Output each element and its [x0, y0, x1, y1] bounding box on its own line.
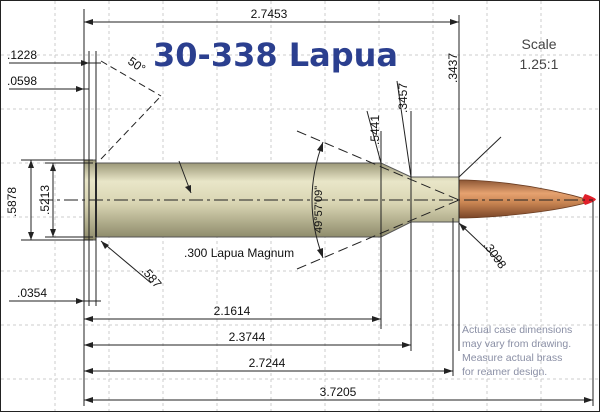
- dim-neck-dia-outer: .3457: [396, 83, 410, 113]
- arrowheads: [28, 19, 593, 403]
- dim-case-length: 2.7244: [249, 356, 286, 370]
- dim-to-shoulder: 2.1614: [214, 304, 251, 318]
- cartridge-title: 30-338 Lapua: [153, 36, 398, 74]
- dim-bullet-dia: .3098: [481, 239, 510, 272]
- bullet: [452, 179, 595, 219]
- svg-text:Measure actual brass: Measure actual brass: [462, 352, 562, 364]
- svg-text:may vary from drawing.: may vary from drawing.: [462, 338, 571, 350]
- dim-body-dia: .5213: [38, 185, 52, 215]
- dim-extractor-groove: .0598: [7, 74, 37, 88]
- dim-overall-length: 3.7205: [320, 385, 357, 399]
- dim-overall-case-top: 2.7453: [251, 7, 288, 21]
- scale-label: Scale: [521, 36, 556, 52]
- dimension-lines: [9, 9, 594, 406]
- dim-shoulder-angle: 49°57'09": [313, 186, 325, 233]
- dim-base-dia: .5878: [5, 187, 19, 217]
- dim-rim-thickness: .1228: [7, 48, 37, 62]
- dim-neck-dia: .3437: [446, 53, 460, 83]
- dim-rim-small: .0354: [17, 286, 47, 300]
- scale-value: 1.25:1: [520, 56, 559, 72]
- svg-text:for reamer design.: for reamer design.: [462, 366, 547, 378]
- case-name: .300 Lapua Magnum: [184, 246, 294, 260]
- dim-shoulder-dia: .5441: [368, 115, 382, 145]
- dim-rim-bevel: 50°: [125, 54, 148, 76]
- dim-to-neck: 2.3744: [229, 330, 266, 344]
- svg-text:Actual case dimensions: Actual case dimensions: [462, 324, 572, 336]
- dim-rim-chamfer: .587: [139, 264, 165, 291]
- disclaimer-note: Actual case dimensions may vary from dra…: [462, 324, 572, 378]
